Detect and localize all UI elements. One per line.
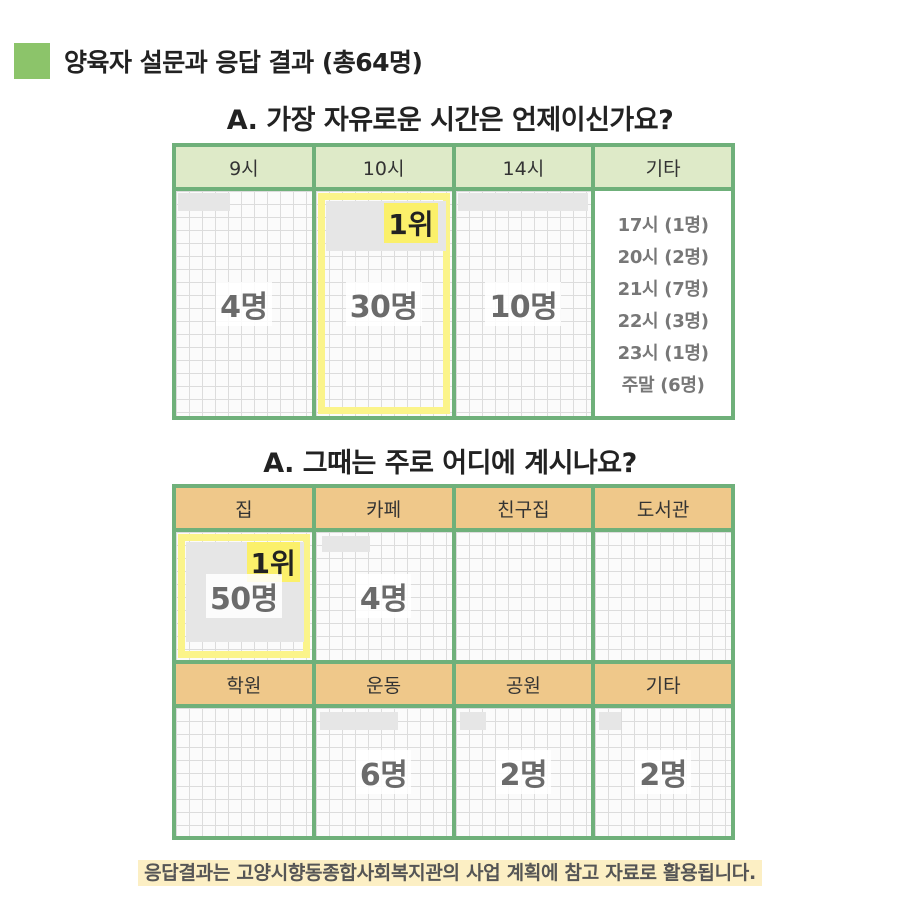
q2-count-cafe: 4명 [355, 574, 412, 618]
q2-cell-friend-house [455, 532, 592, 660]
q1-count-9: 4명 [216, 281, 272, 326]
q1-cell-10: 1위 30명 [315, 191, 452, 416]
q2-count-home: 50명 [205, 574, 282, 618]
q2-header-exercise: 운동 [315, 664, 452, 704]
other-item: 20시 (2명) [617, 246, 709, 268]
question-1-title: A. 가장 자유로운 시간은 언제이신가요? [226, 105, 674, 136]
q2-count-other: 2명 [635, 750, 691, 794]
q1-cell-other: 17시 (1명) 20시 (2명) 21시 (7명) 22시 (3명) 23시 … [595, 191, 731, 416]
question-2-title: A. 그때는 주로 어디에 계시나요? [263, 448, 637, 479]
q2-cell-park: 2명 [455, 708, 592, 836]
q2-header-academy: 학원 [176, 664, 312, 704]
other-item: 22시 (3명) [617, 310, 709, 332]
q1-header-10: 10시 [315, 147, 452, 187]
q2-header-library: 도서관 [595, 488, 731, 528]
q2-cell-library [595, 532, 731, 660]
question-2-table: 집 카페 친구집 도서관 1위 50명 4명 학원 운동 공원 기타 6명 2명… [172, 484, 735, 840]
q1-header-other: 기타 [595, 147, 731, 187]
question-1-table: 9시 10시 14시 기타 4명 1위 30명 10명 17시 (1명) 20시… [172, 143, 735, 420]
other-item: 23시 (1명) [617, 342, 709, 364]
q2-cell-home: 1위 50명 [176, 532, 312, 660]
q2-header-friend-house: 친구집 [455, 488, 592, 528]
q1-header-14: 14시 [455, 147, 592, 187]
shade-bar [457, 193, 588, 211]
q2-cell-exercise: 6명 [315, 708, 452, 836]
q2-cell-other: 2명 [595, 708, 731, 836]
q2-count-exercise: 6명 [355, 750, 412, 794]
q1-count-10: 30명 [345, 281, 422, 326]
survey-header: 양육자 설문과 응답 결과 (총64명) [14, 43, 423, 79]
other-item: 21시 (7명) [617, 278, 709, 300]
survey-title: 양육자 설문과 응답 결과 (총64명) [64, 48, 423, 77]
q2-header-home: 집 [176, 488, 312, 528]
q2-cell-academy [176, 708, 312, 836]
q2-header-park: 공원 [455, 664, 592, 704]
shade-bar [319, 712, 398, 730]
shade-bar [599, 712, 622, 730]
green-square-icon [14, 43, 50, 79]
q1-cell-9: 4명 [176, 191, 312, 416]
q1-count-14: 10명 [485, 281, 562, 326]
q1-cell-14: 10명 [455, 191, 592, 416]
footer-note: 응답결과는 고양시향동종합사회복지관의 사업 계획에 참고 자료로 활용됩니다. [0, 858, 900, 886]
rank-badge: 1위 [384, 203, 438, 243]
shade-bar [459, 712, 486, 730]
q2-count-park: 2명 [495, 750, 552, 794]
footer-text: 응답결과는 고양시향동종합사회복지관의 사업 계획에 참고 자료로 활용됩니다. [138, 860, 762, 886]
other-item: 17시 (1명) [617, 214, 709, 236]
shade-bar [321, 536, 370, 552]
q2-cell-cafe: 4명 [315, 532, 452, 660]
q1-header-9: 9시 [176, 147, 312, 187]
other-item: 주말 (6명) [621, 374, 705, 396]
q2-header-other: 기타 [595, 664, 731, 704]
q2-header-cafe: 카페 [315, 488, 452, 528]
shade-bar [178, 193, 230, 211]
